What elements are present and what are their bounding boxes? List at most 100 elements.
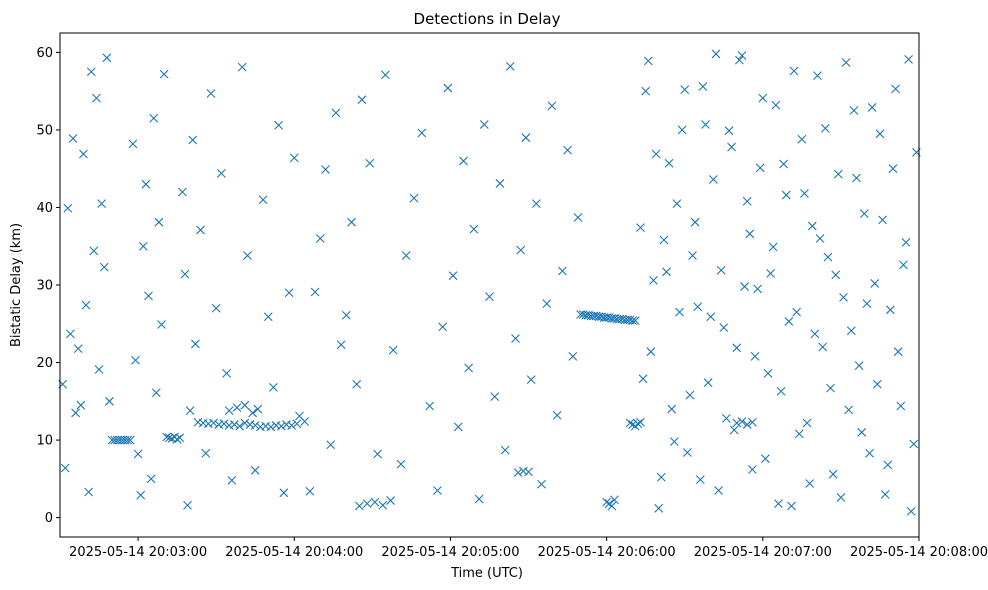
data-point-marker xyxy=(89,246,99,256)
data-point-marker xyxy=(531,199,541,208)
data-point-marker xyxy=(737,51,747,60)
data-point-marker xyxy=(258,195,268,205)
y-tick-label: 50 xyxy=(36,123,53,138)
data-point-marker xyxy=(823,252,833,262)
data-point-marker xyxy=(86,67,96,77)
data-point-marker xyxy=(672,199,682,208)
data-point-marker xyxy=(370,497,380,507)
data-point-marker xyxy=(216,168,226,178)
data-point-marker xyxy=(742,196,752,206)
data-point-marker xyxy=(433,486,442,495)
data-point-marker xyxy=(844,405,854,415)
data-point-marker xyxy=(828,469,838,479)
x-tick-label: 2025-05-14 20:04:00 xyxy=(225,545,363,560)
data-point-marker xyxy=(748,465,757,474)
data-point-marker xyxy=(763,369,773,378)
y-tick-label: 60 xyxy=(36,46,53,61)
data-point-marker xyxy=(459,156,468,166)
data-point-marker xyxy=(675,307,684,317)
data-point-marker xyxy=(224,406,234,416)
data-point-marker xyxy=(573,213,583,222)
data-point-marker xyxy=(826,383,835,393)
data-point-marker xyxy=(240,418,250,428)
data-point-marker xyxy=(846,326,856,336)
data-point-marker xyxy=(719,323,729,333)
data-point-marker xyxy=(711,49,721,59)
data-point-marker xyxy=(453,422,463,432)
x-tick-label: 2025-05-14 20:03:00 xyxy=(69,545,207,560)
data-point-marker xyxy=(781,190,791,200)
data-point-marker xyxy=(185,406,195,416)
data-point-marker xyxy=(149,113,159,123)
data-point-marker xyxy=(849,106,859,115)
data-point-marker xyxy=(537,479,546,489)
data-point-marker xyxy=(154,217,164,227)
data-point-marker xyxy=(630,316,640,326)
data-point-marker xyxy=(774,499,783,509)
data-point-marker xyxy=(73,344,83,353)
data-point-marker xyxy=(326,440,336,450)
data-point-marker xyxy=(235,421,244,431)
data-point-marker xyxy=(758,93,768,103)
data-point-marker xyxy=(669,437,679,447)
data-point-marker xyxy=(209,418,218,428)
data-point-marker xyxy=(448,271,458,281)
data-point-marker xyxy=(300,417,310,426)
data-point-marker xyxy=(175,433,185,443)
data-point-marker xyxy=(833,169,843,179)
data-point-marker xyxy=(388,345,398,355)
data-point-marker xyxy=(315,234,325,243)
plot-frame xyxy=(59,32,920,538)
data-point-marker xyxy=(862,299,872,308)
data-point-marker xyxy=(201,448,211,458)
data-point-marker xyxy=(800,189,809,198)
data-point-marker xyxy=(81,300,91,310)
data-point-marker xyxy=(727,142,736,152)
data-point-marker xyxy=(875,129,885,139)
data-point-marker xyxy=(659,235,669,245)
x-axis-ticks: 2025-05-14 20:03:00 2025-05-14 20:04:00 20… xyxy=(69,537,988,560)
x-tick-label: 2025-05-14 20:08:00 xyxy=(850,545,988,560)
data-point-marker xyxy=(92,93,101,103)
data-point-marker xyxy=(438,322,448,332)
data-point-marker xyxy=(852,173,861,183)
data-point-marker xyxy=(542,299,552,308)
data-point-marker xyxy=(735,55,744,65)
data-point-marker xyxy=(331,108,341,118)
data-point-marker xyxy=(211,303,221,313)
data-point-marker xyxy=(794,429,804,439)
y-axis-ticks: 0 10 20 30 40 50 60 xyxy=(36,46,60,526)
data-point-marker xyxy=(664,158,674,168)
data-point-marker xyxy=(63,203,73,213)
data-point-marker xyxy=(274,120,284,130)
data-point-marker xyxy=(243,251,252,260)
data-point-marker xyxy=(742,420,752,429)
data-point-marker xyxy=(417,128,427,138)
data-point-marker xyxy=(654,503,664,513)
data-point-marker xyxy=(289,153,299,163)
data-point-marker xyxy=(815,234,825,243)
data-point-marker xyxy=(524,467,533,477)
data-point-marker xyxy=(230,420,239,429)
data-point-marker xyxy=(662,267,671,277)
data-point-marker xyxy=(321,165,330,174)
data-point-marker xyxy=(893,347,903,357)
data-point-marker xyxy=(680,85,690,94)
data-point-marker xyxy=(196,225,205,235)
data-point-marker xyxy=(721,413,731,423)
data-point-marker xyxy=(511,334,520,343)
data-point-marker xyxy=(373,449,382,459)
data-point-marker xyxy=(841,58,851,67)
data-point-marker xyxy=(292,419,302,429)
data-point-marker xyxy=(880,489,890,499)
data-point-marker xyxy=(125,435,135,445)
data-point-marker xyxy=(643,56,653,66)
data-point-marker xyxy=(688,251,697,260)
data-point-marker xyxy=(771,100,781,110)
data-point-marker xyxy=(138,241,148,251)
data-point-marker xyxy=(263,312,273,322)
data-point-marker xyxy=(651,149,661,159)
data-point-marker xyxy=(141,179,151,189)
data-point-marker xyxy=(66,329,75,339)
